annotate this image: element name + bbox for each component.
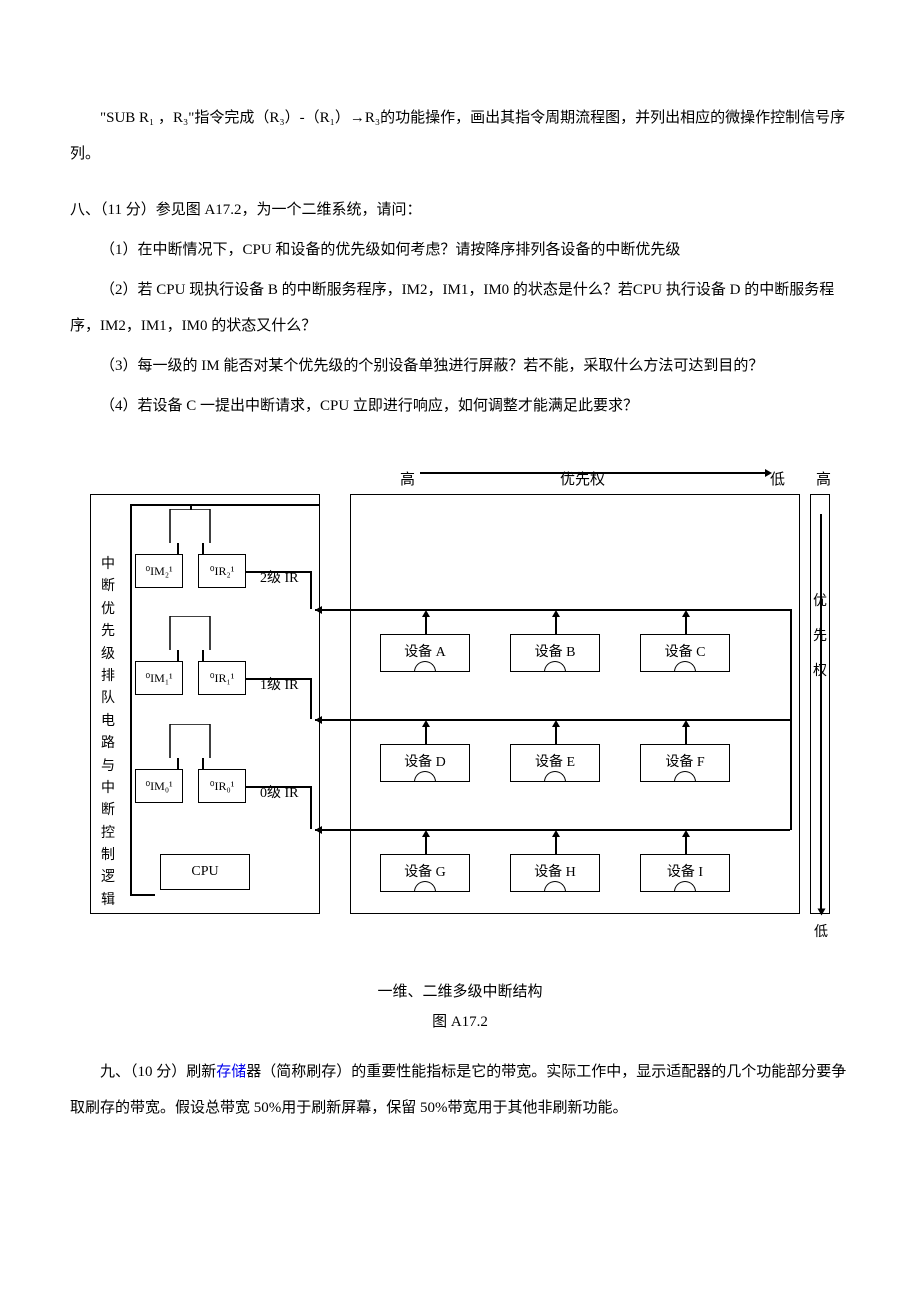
label-level2: 2级 IR	[260, 562, 299, 596]
label-high-right: 高	[816, 462, 831, 498]
question-8-header: 八、（11 分）参见图 A17.2，为一个二维系统，请问：	[70, 192, 850, 228]
and-gate-1	[165, 616, 215, 650]
label-low: 低	[770, 462, 785, 498]
caption-line2: 图 A17.2	[90, 1010, 830, 1034]
box-ir2: ⁰IR₂¹	[198, 554, 246, 588]
box-cpu: CPU	[160, 854, 250, 890]
question-9: 九、（10 分）刷新存储器（简称刷存）的重要性能指标是它的带宽。实际工作中，显示…	[70, 1054, 850, 1126]
box-ir0: ⁰IR₀¹	[198, 769, 246, 803]
and-gate-0	[165, 724, 215, 758]
label-high: 高	[400, 462, 415, 498]
right-priority-box	[350, 494, 800, 914]
caption-line1: 一维、二维多级中断结构	[90, 980, 830, 1004]
box-im2: ⁰IM₂¹	[135, 554, 183, 588]
question-8-3: （3）每一级的 IM 能否对某个优先级的个别设备单独进行屏蔽？若不能，采取什么方…	[70, 348, 850, 384]
and-gate-2	[165, 509, 215, 543]
label-level0: 0级 IR	[260, 777, 299, 811]
box-im0: ⁰IM₀¹	[135, 769, 183, 803]
box-im1: ⁰IM₁¹	[135, 661, 183, 695]
question-8-4: （4）若设备 C 一提出中断请求，CPU 立即进行响应，如何调整才能满足此要求？	[70, 388, 850, 424]
left-vertical-label: 中断优先级排队电路与中断控制逻辑	[98, 554, 118, 912]
label-low-right: 低	[814, 916, 828, 950]
label-priority: 优先权	[560, 462, 605, 498]
q9-prefix: 九、（10 分）刷新	[100, 1064, 216, 1080]
question-8-2: （2）若 CPU 现执行设备 B 的中断服务程序，IM2，IM1，IM0 的状态…	[70, 272, 850, 344]
question-8-1: （1）在中断情况下，CPU 和设备的优先级如何考虑？请按降序排列各设备的中断优先…	[70, 232, 850, 268]
box-ir1: ⁰IR₁¹	[198, 661, 246, 695]
link-storage[interactable]: 存储	[216, 1064, 246, 1080]
label-level1: 1级 IR	[260, 669, 299, 703]
diagram-figure-a17-2: 高 优先权 低 高 中断优先级排队电路与中断控制逻辑 优先权 低 ⁰IM₂¹ ⁰…	[90, 454, 830, 1034]
paragraph-instruction: "SUB R₁ ，R₃"指令完成（R₃）-（R₁）→R₃的功能操作，画出其指令周…	[70, 100, 850, 172]
